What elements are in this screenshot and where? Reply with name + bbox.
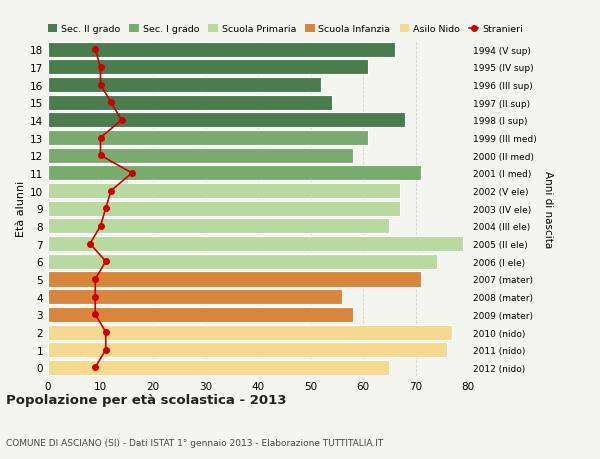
Y-axis label: Età alunni: Età alunni (16, 181, 26, 237)
Y-axis label: Anni di nascita: Anni di nascita (543, 170, 553, 247)
Text: COMUNE DI ASCIANO (SI) - Dati ISTAT 1° gennaio 2013 - Elaborazione TUTTITALIA.IT: COMUNE DI ASCIANO (SI) - Dati ISTAT 1° g… (6, 438, 383, 448)
Bar (48, 95, 331, 111)
Bar (48, 131, 368, 146)
Bar (48, 78, 321, 93)
Bar (48, 290, 342, 304)
Bar (48, 148, 353, 163)
Bar (48, 325, 452, 340)
Bar (48, 307, 353, 322)
Bar (48, 237, 463, 252)
Bar (48, 184, 400, 199)
Legend: Sec. II grado, Sec. I grado, Scuola Primaria, Scuola Infanzia, Asilo Nido, Stran: Sec. II grado, Sec. I grado, Scuola Prim… (44, 21, 527, 38)
Bar (48, 219, 389, 234)
Bar (48, 113, 405, 128)
Bar (48, 60, 368, 75)
Bar (48, 272, 421, 287)
Bar (48, 202, 400, 216)
Bar (48, 43, 395, 58)
Bar (48, 360, 389, 375)
Text: Popolazione per età scolastica - 2013: Popolazione per età scolastica - 2013 (6, 393, 287, 406)
Bar (48, 254, 437, 269)
Bar (48, 166, 421, 181)
Bar (48, 342, 447, 358)
